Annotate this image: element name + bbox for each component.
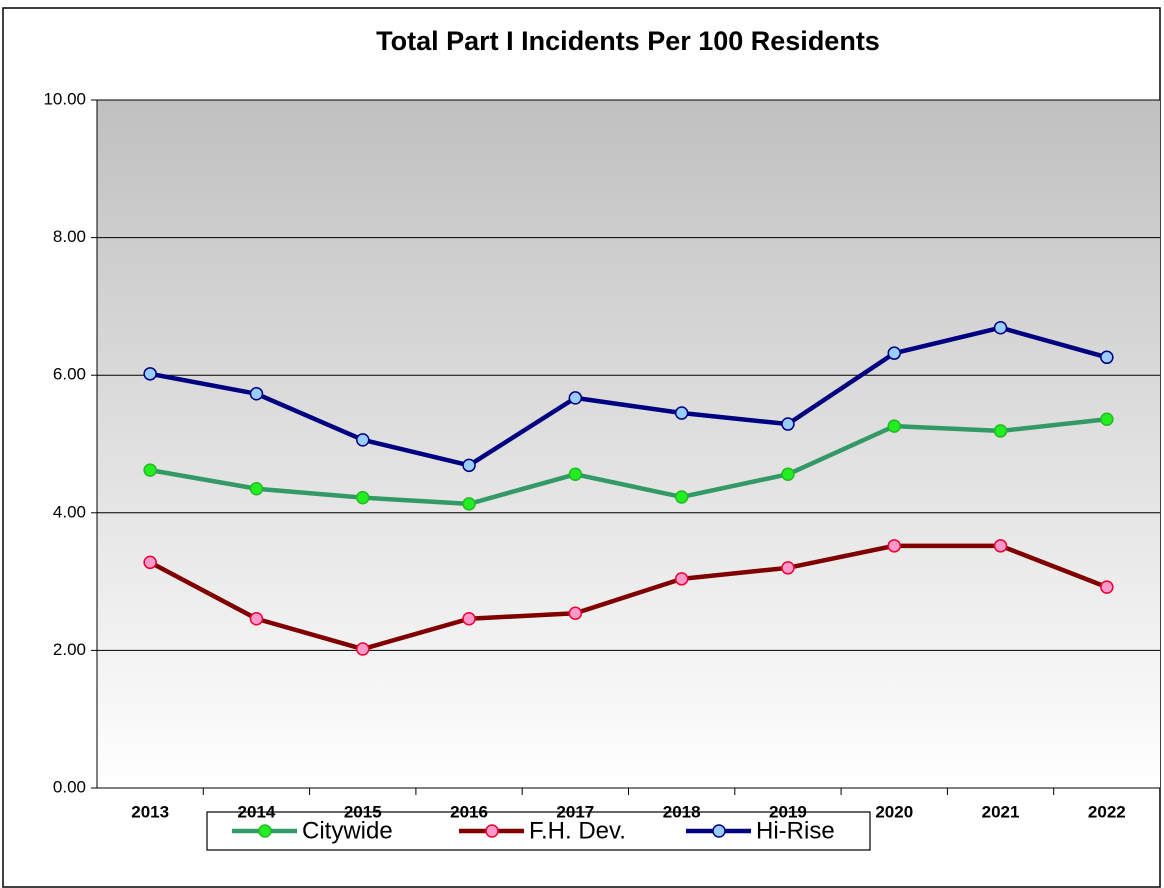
series-line <box>149 543 1108 652</box>
legend <box>206 811 871 851</box>
marker <box>356 490 370 505</box>
marker <box>887 346 901 360</box>
legend-marker <box>258 824 272 838</box>
marker <box>887 419 901 433</box>
legend-label: Citywide <box>302 817 393 844</box>
marker <box>1100 412 1114 426</box>
x-tick-label: 2019 <box>769 802 807 821</box>
legend-label: F.H. Dev. <box>529 817 626 844</box>
chart-title: Total Part I Incidents Per 100 Residents <box>376 26 880 56</box>
plot-area <box>97 100 1160 788</box>
y-tick-label: 10.00 <box>43 89 86 108</box>
x-tick-label: 2014 <box>238 802 276 821</box>
marker <box>462 458 476 473</box>
x-tick-label: 2018 <box>663 802 701 821</box>
marker <box>143 367 157 381</box>
x-tick-label: 2021 <box>982 802 1020 821</box>
x-tick-label: 2016 <box>450 802 488 821</box>
marker <box>462 497 476 511</box>
marker <box>143 555 157 570</box>
legend-label: Hi-Rise <box>756 817 835 844</box>
marker <box>568 606 583 620</box>
marker <box>143 463 157 477</box>
marker <box>356 642 370 656</box>
marker <box>781 417 795 431</box>
y-tick-label: 2.00 <box>53 640 86 659</box>
marker <box>781 467 795 482</box>
marker <box>993 424 1008 438</box>
marker <box>462 612 476 626</box>
marker <box>887 539 901 553</box>
marker <box>781 561 795 575</box>
marker <box>568 467 583 482</box>
x-tick-label: 2013 <box>131 802 169 821</box>
legend-marker <box>485 824 499 838</box>
marker <box>1100 580 1114 594</box>
marker <box>249 481 264 496</box>
y-tick-label: 4.00 <box>53 502 86 521</box>
y-tick-label: 0.00 <box>53 777 86 796</box>
x-tick-label: 2022 <box>1088 802 1126 821</box>
marker <box>674 490 689 504</box>
x-tick-label: 2015 <box>344 802 382 821</box>
marker <box>568 391 583 405</box>
marker <box>249 387 264 401</box>
series-line <box>149 325 1108 468</box>
x-tick-label: 2020 <box>875 802 913 821</box>
y-tick-label: 8.00 <box>53 227 86 246</box>
marker <box>674 406 689 420</box>
marker <box>356 433 370 447</box>
series-line <box>149 416 1108 507</box>
marker <box>249 612 264 626</box>
legend-marker <box>712 824 726 838</box>
x-tick-label: 2017 <box>556 802 594 821</box>
marker <box>1100 350 1114 365</box>
marker <box>674 572 689 586</box>
marker <box>993 320 1008 335</box>
y-tick-label: 6.00 <box>53 365 86 384</box>
marker <box>993 539 1008 553</box>
